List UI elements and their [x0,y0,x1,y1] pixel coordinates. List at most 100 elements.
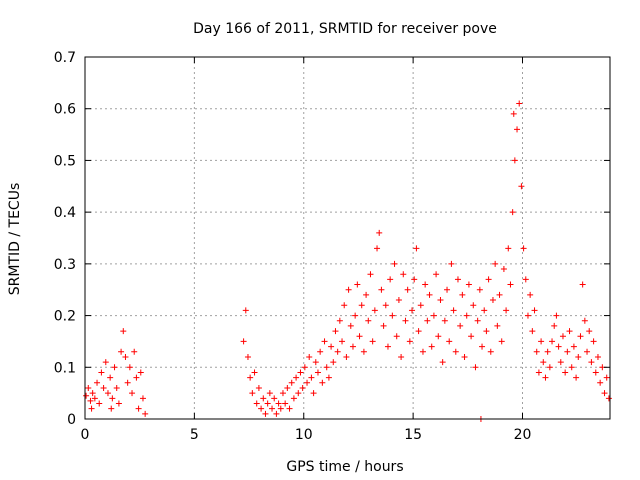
data-point-marker [109,395,116,402]
data-point-marker [85,384,92,391]
data-point-marker [533,348,540,355]
data-point-marker [439,359,446,366]
data-point-marker [398,353,405,360]
data-point-marker [505,245,512,252]
data-point-marker [444,286,451,293]
data-point-marker [538,338,545,345]
data-point-marker [457,322,464,329]
data-point-marker [367,271,374,278]
y-tick-label: 0.7 [54,50,76,66]
data-point-marker [100,384,107,391]
data-point-marker [115,400,122,407]
data-point-marker [88,405,95,412]
x-tick-label: 5 [190,427,199,443]
data-point-marker [463,312,470,319]
data-point-marker [500,266,507,273]
data-point-marker [111,364,118,371]
plot-frame [84,56,611,420]
data-point-marker [448,260,455,267]
data-point-marker [334,348,341,355]
data-point-marker [290,395,297,402]
data-point-marker [395,297,402,304]
data-point-marker [273,410,280,417]
data-point-marker [564,348,571,355]
data-point-marker [137,369,144,376]
data-point-marker [496,291,503,298]
data-point-marker [542,374,549,381]
y-tick-label: 0 [67,412,76,428]
data-point-marker [594,353,601,360]
data-point-marker [319,379,326,386]
data-point-marker [540,359,547,366]
data-point-marker [603,374,610,381]
data-point-marker [544,348,551,355]
data-point-marker [452,348,459,355]
data-point-marker [374,245,381,252]
data-point-marker [266,390,273,397]
data-point-marker [380,322,387,329]
data-point-marker [417,302,424,309]
data-point-marker [312,359,319,366]
data-point-marker [282,400,289,407]
x-tick-label: 10 [295,427,313,443]
data-point-marker [349,343,356,350]
data-point-marker [422,281,429,288]
data-point-marker [511,157,518,164]
y-tick-label: 0.4 [54,205,76,221]
data-point-marker [586,328,593,335]
axis-ticks: 0 5 10 15 20 0 0.1 0.2 0.3 0.4 0.5 0.6 0.7 [54,50,610,443]
data-point-marker [389,312,396,319]
data-point-marker [304,379,311,386]
data-point-marker [118,348,125,355]
data-point-marker [465,281,472,288]
data-point-marker [345,286,352,293]
data-point-marker [371,307,378,314]
data-point-marker [409,307,416,314]
data-point-marker [472,364,479,371]
data-point-marker [129,390,136,397]
data-point-marker [584,348,591,355]
data-point-marker [336,317,343,324]
data-point-marker [557,359,564,366]
data-point-marker [332,328,339,335]
data-point-marker [428,343,435,350]
data-point-marker [476,286,483,293]
data-point-marker [102,359,109,366]
data-point-marker [360,348,367,355]
data-point-marker [122,353,129,360]
data-point-marker [242,307,249,314]
data-point-marker [325,374,332,381]
data-point-marker [247,374,254,381]
data-point-marker [269,405,276,412]
data-point-marker [286,405,293,412]
data-point-marker [518,183,525,190]
data-point-marker [104,390,111,397]
data-point-marker [301,364,308,371]
data-point-marker [510,110,517,117]
data-point-marker [120,328,127,335]
data-point-marker [297,369,304,376]
data-point-marker [411,276,418,283]
data-point-marker [527,291,534,298]
data-point-marker [293,374,300,381]
data-point-marker [520,245,527,252]
data-point-marker [96,400,103,407]
x-tick-label: 20 [514,427,532,443]
data-point-marker [369,338,376,345]
data-point-marker [131,348,138,355]
data-point-marker [514,126,521,133]
data-point-marker [459,291,466,298]
data-point-marker [474,317,481,324]
data-point-marker [262,410,269,417]
data-point-marker [507,281,514,288]
data-point-marker [546,364,553,371]
data-point-marker [240,338,247,345]
data-point-marker [330,359,337,366]
data-point-marker [426,291,433,298]
chart-title: Day 166 of 2011, SRMTID for receiver pov… [193,21,497,37]
data-point-marker [568,364,575,371]
data-point-marker [524,312,531,319]
data-point-marker [566,328,573,335]
data-point-marker [450,307,457,314]
data-point-marker [454,276,461,283]
